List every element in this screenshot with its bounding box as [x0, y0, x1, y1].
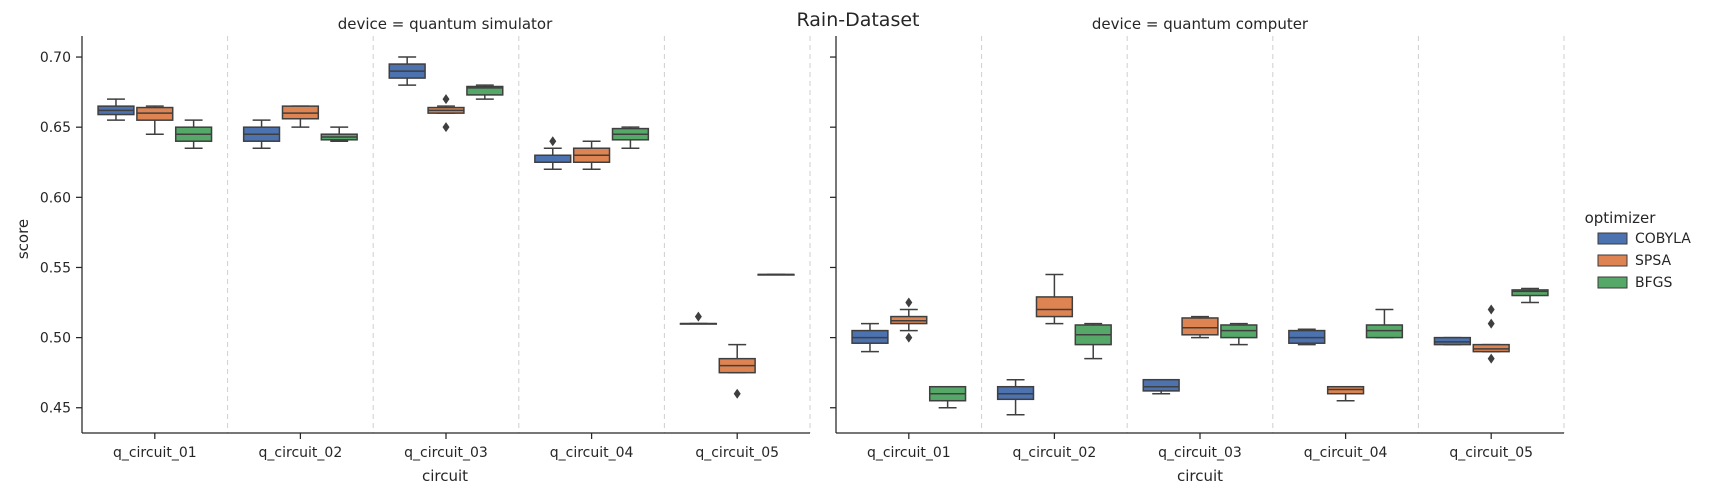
- box-spsa-q_circuit_05: [718, 343, 756, 399]
- box-bfgs-q_circuit_02: [1074, 322, 1112, 360]
- box-cobyla-q_circuit_03: [388, 56, 426, 86]
- box-iqr: [1511, 289, 1549, 297]
- panel-title: device = quantum computer: [1092, 15, 1309, 33]
- x-tick-label: q_circuit_04: [550, 445, 634, 461]
- box-spsa-q_circuit_03: [1181, 315, 1219, 339]
- chart-title: Rain-Dataset: [796, 9, 919, 31]
- panel-quantum-simulator: device = quantum simulator circuit score…: [14, 15, 811, 485]
- legend-swatch: [1597, 232, 1628, 245]
- legend-swatch: [1597, 254, 1628, 267]
- box-cobyla-q_circuit_01: [851, 322, 889, 353]
- legend-item-cobyla: COBYLA: [1597, 231, 1691, 247]
- x-tick-label: q_circuit_02: [259, 445, 343, 461]
- box-spsa-q_circuit_01: [890, 297, 928, 343]
- x-tick-label: q_circuit_04: [1304, 445, 1388, 461]
- box-bfgs-q_circuit_03: [1220, 322, 1258, 346]
- box-spsa-q_circuit_02: [1035, 273, 1074, 325]
- x-tick-label: q_circuit_01: [867, 445, 951, 461]
- legend-label: BFGS: [1635, 275, 1673, 291]
- x-tick-label: q_circuit_03: [1158, 445, 1242, 461]
- outlier-point: [694, 311, 702, 322]
- box-bfgs-q_circuit_01: [928, 385, 967, 409]
- box-bfgs-q_circuit_04: [611, 126, 650, 149]
- box-bfgs-q_circuit_05: [1511, 287, 1549, 304]
- box-cobyla-q_circuit_02: [996, 378, 1035, 416]
- box-bfgs-q_circuit_04: [1365, 308, 1404, 339]
- legend-swatch: [1597, 276, 1628, 289]
- box-bfgs-q_circuit_02: [320, 126, 358, 142]
- legend-item-spsa: SPSA: [1597, 253, 1671, 269]
- box-spsa-q_circuit_05: [1472, 304, 1510, 364]
- legend-label: SPSA: [1635, 253, 1671, 269]
- box-cobyla-q_circuit_05: [679, 311, 718, 325]
- x-tick-label: q_circuit_01: [113, 445, 197, 461]
- legend: optimizer COBYLA SPSA BFGS: [1585, 209, 1692, 291]
- box-spsa-q_circuit_04: [1326, 385, 1365, 402]
- outlier-point: [1487, 318, 1495, 329]
- box-iqr: [1181, 317, 1219, 336]
- x-tick-label: q_circuit_03: [404, 445, 488, 461]
- box-iqr: [1035, 296, 1074, 318]
- x-tick-label: q_circuit_02: [1013, 445, 1097, 461]
- outlier-point: [442, 122, 450, 133]
- box-bfgs-q_circuit_01: [174, 119, 213, 149]
- outlier-point: [549, 136, 557, 147]
- box-cobyla-q_circuit_02: [242, 119, 281, 149]
- box-cobyla-q_circuit_05: [1433, 336, 1472, 346]
- box-iqr: [534, 154, 572, 164]
- box-cobyla-q_circuit_04: [534, 136, 572, 171]
- y-tick-label: 0.65: [40, 120, 71, 136]
- outlier-point: [905, 297, 913, 308]
- y-tick-label: 0.55: [40, 260, 71, 276]
- legend-item-bfgs: BFGS: [1597, 275, 1673, 291]
- legend-title: optimizer: [1585, 209, 1657, 227]
- y-tick-label: 0.50: [40, 331, 71, 347]
- box-spsa-q_circuit_02: [281, 105, 320, 128]
- outlier-point: [733, 388, 741, 399]
- box-bfgs-q_circuit_03: [466, 84, 504, 100]
- y-tick-label: 0.70: [40, 50, 71, 66]
- x-tick-label: q_circuit_05: [695, 445, 779, 461]
- box-cobyla-q_circuit_03: [1142, 378, 1180, 395]
- x-axis-label: circuit: [1177, 467, 1223, 485]
- outlier-point: [442, 94, 450, 105]
- box-spsa-q_circuit_03: [427, 94, 465, 133]
- panel-title: device = quantum simulator: [338, 15, 553, 33]
- box-cobyla-q_circuit_01: [97, 98, 135, 121]
- y-tick-label: 0.60: [40, 190, 71, 206]
- outlier-point: [1487, 353, 1495, 364]
- box-iqr: [1142, 378, 1180, 392]
- y-axis-label: score: [14, 219, 32, 259]
- y-tick-label: 0.45: [40, 401, 71, 417]
- outlier-point: [905, 332, 913, 343]
- box-bfgs-q_circuit_05: [757, 273, 795, 276]
- box-cobyla-q_circuit_04: [1288, 328, 1326, 346]
- legend-label: COBYLA: [1635, 231, 1691, 247]
- x-tick-label: q_circuit_05: [1449, 445, 1533, 461]
- outlier-point: [1487, 304, 1495, 315]
- box-spsa-q_circuit_01: [136, 105, 174, 135]
- box-spsa-q_circuit_04: [572, 140, 611, 171]
- panel-quantum-computer: device = quantum computer circuit q_circ…: [830, 15, 1565, 485]
- x-axis-label: circuit: [422, 467, 468, 485]
- box-iqr: [466, 85, 504, 96]
